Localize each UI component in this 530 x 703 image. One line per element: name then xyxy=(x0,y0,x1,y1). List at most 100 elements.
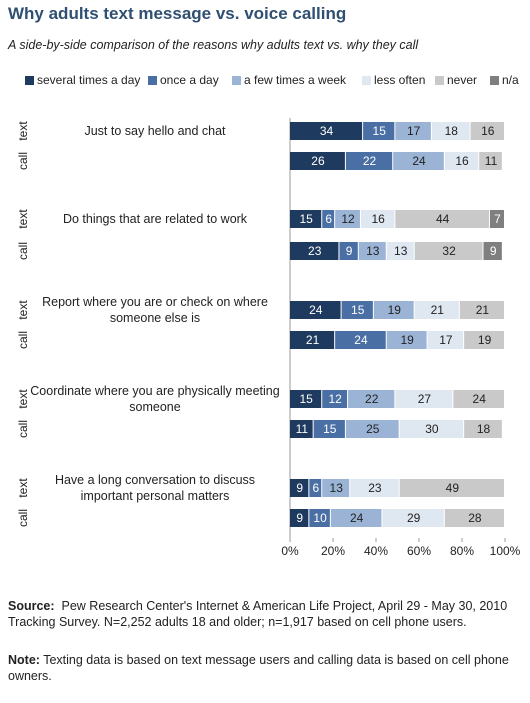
bar-segment xyxy=(290,509,309,527)
source-label: Source: xyxy=(8,599,55,613)
legend-swatch xyxy=(435,76,444,85)
bar-segment xyxy=(290,210,322,228)
legend-label: a few times a week xyxy=(244,73,347,87)
x-tick-label: 0% xyxy=(281,544,299,558)
bar-segment xyxy=(363,122,395,140)
bar-segment xyxy=(399,420,464,438)
legend-swatch xyxy=(490,76,499,85)
legend-swatch xyxy=(148,76,157,85)
row-label: text xyxy=(16,121,30,141)
legend-label: n/a xyxy=(502,73,519,87)
bar-segment xyxy=(414,242,483,260)
bar-segment xyxy=(290,152,345,170)
value-label: 15 xyxy=(323,422,337,436)
row-label: text xyxy=(16,478,30,498)
bar-segment xyxy=(427,331,464,349)
row-label: call xyxy=(16,152,30,170)
bar-segment xyxy=(330,509,382,527)
value-label: 11 xyxy=(296,422,309,436)
row-label: text xyxy=(16,300,30,320)
legend-label: once a day xyxy=(160,73,219,87)
chart-subtitle: A side-by-side comparison of the reasons… xyxy=(8,38,419,52)
x-tick-label: 40% xyxy=(364,544,388,558)
value-label: 13 xyxy=(394,244,408,258)
value-label: 32 xyxy=(442,244,456,258)
bar-segment xyxy=(483,242,502,260)
bar-segment xyxy=(386,242,414,260)
value-label: 24 xyxy=(473,392,487,406)
bar-segment xyxy=(290,479,309,497)
value-label: 12 xyxy=(341,212,355,226)
bar-segment xyxy=(290,301,341,319)
value-label: 9 xyxy=(296,481,303,495)
value-label: 16 xyxy=(481,124,495,138)
value-label: 6 xyxy=(325,212,332,226)
bar-segment xyxy=(459,301,504,319)
value-label: 19 xyxy=(388,303,402,317)
value-label: 6 xyxy=(312,481,319,495)
value-label: 9 xyxy=(346,244,353,258)
value-label: 11 xyxy=(485,154,498,168)
value-label: 21 xyxy=(306,333,320,347)
bar-segment xyxy=(339,242,358,260)
row-label: call xyxy=(16,242,30,260)
bar-segment xyxy=(444,509,504,527)
bar-segment xyxy=(479,152,502,170)
bar-segment xyxy=(322,210,335,228)
bar-segment xyxy=(322,479,350,497)
value-label: 28 xyxy=(468,511,482,525)
bar-segment xyxy=(290,390,322,408)
value-label: 15 xyxy=(299,212,313,226)
bar-segment xyxy=(345,420,399,438)
bar-segment xyxy=(309,509,330,527)
bar-segment xyxy=(393,152,444,170)
bar-segment xyxy=(431,122,470,140)
legend-label: never xyxy=(447,73,477,87)
bar-segment xyxy=(322,390,348,408)
bar-segment xyxy=(341,301,373,319)
value-label: 21 xyxy=(476,303,490,317)
value-label: 9 xyxy=(490,244,497,258)
bar-segment xyxy=(290,420,313,438)
note-label: Note: xyxy=(8,653,40,667)
category-label: Report where you are or check on where s… xyxy=(42,295,268,325)
value-label: 34 xyxy=(320,124,334,138)
value-label: 26 xyxy=(311,154,325,168)
bar-segment xyxy=(382,509,444,527)
bar-segment xyxy=(464,331,504,349)
legend-swatch xyxy=(232,76,241,85)
value-label: 44 xyxy=(436,212,450,226)
x-tick-label: 80% xyxy=(450,544,474,558)
value-label: 49 xyxy=(446,481,460,495)
bar-segment xyxy=(360,210,395,228)
row-label: call xyxy=(16,509,30,527)
value-label: 13 xyxy=(366,244,380,258)
value-label: 27 xyxy=(418,392,432,406)
row-label: text xyxy=(16,389,30,409)
value-label: 7 xyxy=(494,212,501,226)
bar-segment xyxy=(395,210,489,228)
source: Source: Pew Research Center's Internet &… xyxy=(8,598,518,630)
bar-segment xyxy=(395,390,453,408)
row-label: text xyxy=(16,209,30,229)
value-label: 9 xyxy=(296,511,303,525)
value-label: 24 xyxy=(350,511,364,525)
value-label: 17 xyxy=(439,333,453,347)
value-label: 29 xyxy=(407,511,421,525)
value-label: 22 xyxy=(363,154,377,168)
value-label: 13 xyxy=(330,481,344,495)
value-label: 12 xyxy=(328,392,342,406)
row-label: call xyxy=(16,331,30,349)
category-label: Coordinate where you are physically meet… xyxy=(30,384,280,414)
value-label: 18 xyxy=(445,124,459,138)
value-label: 15 xyxy=(373,124,387,138)
legend-label: several times a day xyxy=(37,73,140,87)
value-label: 24 xyxy=(354,333,368,347)
bar-segment xyxy=(335,210,360,228)
legend-swatch xyxy=(362,76,371,85)
bar-segment xyxy=(350,479,399,497)
value-label: 30 xyxy=(425,422,439,436)
legend-swatch xyxy=(25,76,34,85)
